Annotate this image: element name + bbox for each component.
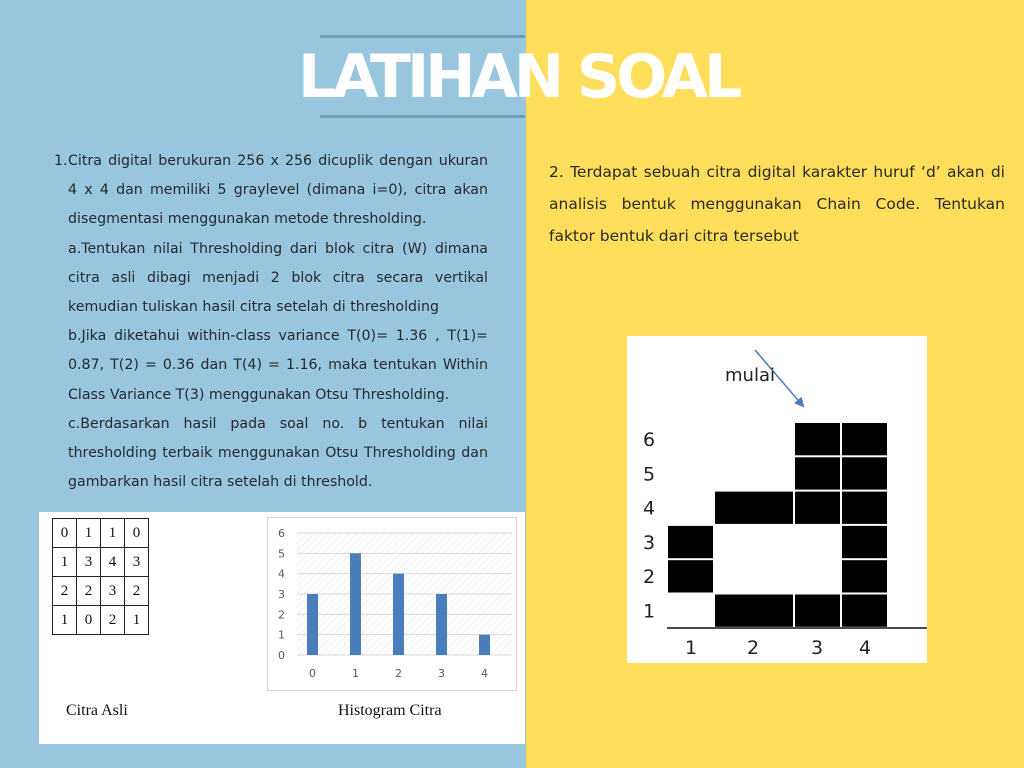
- histogram-bar: [307, 594, 318, 655]
- slide-title: LATIHAN SOAL: [298, 42, 742, 112]
- chain-pixel: [795, 594, 840, 627]
- histogram-y-tick: 4: [278, 568, 285, 581]
- title-word-latihan: LATIHAN: [298, 42, 564, 112]
- histogram-x-tick: 3: [438, 667, 445, 680]
- chain-col-label: 3: [811, 637, 823, 659]
- grid-cell: 1: [100, 518, 125, 548]
- histogram-bar: [350, 553, 361, 655]
- question-1-number: 1.: [54, 153, 68, 169]
- question-1: 1. Citra digital berukuran 256 x 256 dic…: [54, 147, 488, 497]
- chain-pixel: [715, 594, 793, 627]
- grid-cell: 2: [100, 605, 125, 635]
- histogram-bar: [393, 573, 404, 655]
- chain-pixel: [842, 423, 887, 456]
- start-label: mulai: [725, 365, 775, 386]
- grid-cell: 2: [76, 576, 101, 606]
- chain-pixel: [715, 491, 793, 524]
- histogram-x-tick: 4: [481, 667, 488, 680]
- histogram-x-tick: 0: [309, 667, 316, 680]
- histogram-chart: 0 1 2 3 4 5 6 0 1 2 3 4: [267, 517, 517, 691]
- question-1-part-b: b.Jika diketahui within-class variance T…: [68, 328, 488, 403]
- grid-cell: 1: [52, 547, 77, 577]
- chain-row-label: 1: [643, 601, 655, 623]
- histogram-bar: [479, 634, 490, 655]
- chain-row-label: 3: [643, 532, 655, 554]
- grid-cell: 3: [100, 576, 125, 606]
- chain-pixel: [842, 560, 887, 593]
- question-2: 2. Terdapat sebuah citra digital karakte…: [549, 163, 1005, 245]
- histogram-y-tick: 0: [278, 649, 285, 662]
- grid-cell: 2: [52, 576, 77, 606]
- question-1-part-a: a.Tentukan nilai Thresholding dari blok …: [68, 240, 488, 316]
- question-1-part-c: c.Berdasarkan hasil pada soal no. b tent…: [68, 415, 488, 491]
- grid-cell: 0: [76, 605, 101, 635]
- chain-col-label: 1: [685, 637, 697, 659]
- chain-pixel: [668, 525, 713, 559]
- histogram-y-tick: 1: [278, 629, 285, 642]
- grid-cell: 1: [124, 605, 149, 635]
- chain-code-figure: mulai 6 5 4 3 2 1 1 2 3 4: [627, 336, 927, 663]
- title-rule-bottom: [320, 115, 525, 118]
- histogram-y-tick: 5: [278, 547, 285, 560]
- chain-pixel: [795, 491, 840, 524]
- chain-pixel: [842, 594, 887, 627]
- chain-pixel: [842, 457, 887, 490]
- histogram-bar: [436, 594, 447, 655]
- histogram-y-tick: 2: [278, 608, 285, 621]
- grid-cell: 4: [100, 547, 125, 577]
- chain-col-label: 4: [859, 637, 871, 659]
- question-1-intro: Citra digital berukuran 256 x 256 dicupl…: [68, 153, 488, 228]
- grid-cell: 3: [76, 547, 101, 577]
- grid-cell: 1: [52, 605, 77, 635]
- chain-row-label: 6: [643, 429, 655, 451]
- histogram-x-tick: 2: [395, 667, 402, 680]
- title-word-soal: SOAL: [577, 42, 742, 112]
- chain-pixel: [842, 525, 887, 559]
- chain-pixel: [668, 560, 713, 593]
- grid-cell: 0: [124, 518, 149, 548]
- chain-col-label: 2: [747, 637, 759, 659]
- chain-pixel: [842, 491, 887, 524]
- chain-row-label: 5: [643, 463, 655, 485]
- histogram-y-tick: 6: [278, 527, 285, 540]
- grid-cell: 3: [124, 547, 149, 577]
- chain-pixel: [795, 457, 840, 490]
- chain-pixel: [795, 423, 840, 456]
- grid-cell: 2: [124, 576, 149, 606]
- chain-row-label: 4: [643, 498, 655, 520]
- histogram-y-tick: 3: [278, 588, 285, 601]
- histogram-caption: Histogram Citra: [338, 702, 442, 719]
- chain-row-label: 2: [643, 566, 655, 588]
- grid-cell: 1: [76, 518, 101, 548]
- histogram-x-tick: 1: [352, 667, 359, 680]
- citra-asli-caption: Citra Asli: [66, 702, 128, 719]
- start-arrow-icon: [754, 349, 805, 408]
- title-rule-top: [320, 35, 525, 38]
- grid-cell: 0: [52, 518, 77, 548]
